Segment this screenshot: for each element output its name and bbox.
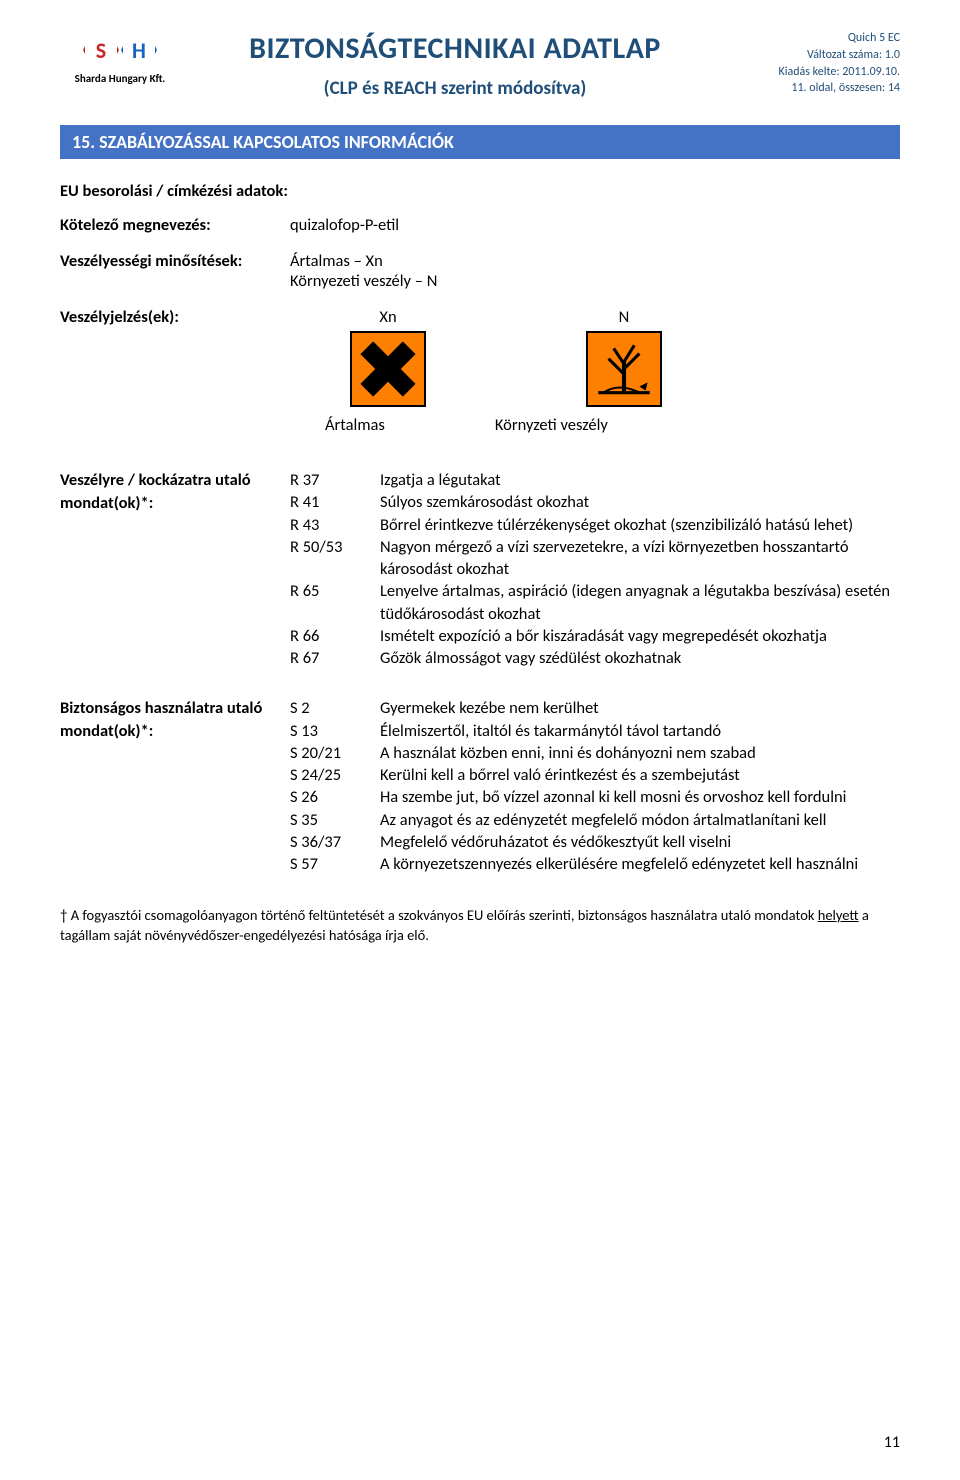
s-phrase-row: S 20/21A használat közben enni, inni és … [290, 742, 900, 764]
r-phrase-code: R 66 [290, 625, 380, 647]
s-phrase-code: S 13 [290, 720, 380, 742]
s-phrase-text: Ha szembe jut, bő vízzel azonnal ki kell… [380, 786, 900, 808]
r-phrase-text: Izgatja a légutakat [380, 469, 900, 491]
meta-version: Változat száma: 1.0 [730, 47, 900, 64]
s-phrase-code: S 36/37 [290, 831, 380, 853]
meta-page: 11. oldal, összesen: 14 [730, 80, 900, 97]
r-phrase-code: R 67 [290, 647, 380, 669]
s-phrase-text: Kerülni kell a bőrrel való érintkezést é… [380, 764, 900, 786]
sub-title: (CLP és REACH szerint módosítva) [200, 77, 710, 100]
hazard-code-n: N [586, 307, 662, 327]
s-phrase-code: S 2 [290, 697, 380, 719]
r-phrase-row: R 50/53Nagyon mérgező a vízi szervezetek… [290, 536, 900, 581]
row-mandatory-name: Kötelező megnevezés: quizalofop-P-etil [60, 215, 900, 235]
s-phrase-code: S 35 [290, 809, 380, 831]
r-phrase-code: R 37 [290, 469, 380, 491]
hazard-symbol-n: N [586, 307, 662, 407]
r-phrase-text: Nagyon mérgező a vízi szervezetekre, a v… [380, 536, 900, 581]
hazard-code-xn: Xn [350, 307, 426, 327]
r-phrase-text: Lenyelve ártalmas, aspiráció (idegen any… [380, 580, 900, 625]
label-mandatory-name: Kötelező megnevezés: [60, 215, 290, 235]
r-phrase-row: R 43Bőrrel érintkezve túlérzékenységet o… [290, 514, 900, 536]
header-meta: Quich 5 EC Változat száma: 1.0 Kiadás ke… [730, 30, 900, 97]
row-hazard-symbols: Veszélyjelzés(ek): Xn N [60, 307, 900, 453]
s-phrase-text: Élelmiszertől, italtól és takarmánytól t… [380, 720, 900, 742]
env-hazard-icon [586, 331, 662, 407]
s-phrase-row: S 24/25Kerülni kell a bőrrel való érintk… [290, 764, 900, 786]
label-hazard-symbols: Veszélyjelzés(ek): [60, 307, 290, 327]
r-phrase-code: R 65 [290, 580, 380, 625]
value-hazard-classifications: Ártalmas – Xn Környezeti veszély – N [290, 251, 900, 291]
logo-company-name: Sharda Hungary Kft. [60, 72, 180, 85]
r-phrase-row: R 67Gőzök álmosságot vagy szédülést okoz… [290, 647, 900, 669]
r-phrase-code: R 50/53 [290, 536, 380, 581]
s-phrase-code: S 26 [290, 786, 380, 808]
s-phrases-block: Biztonságos használatra utaló mondat(ok)… [60, 697, 900, 875]
footer-underlined: helyett [818, 906, 859, 924]
s-phrase-row: S 36/37Megfelelő védőruházatot és védőke… [290, 831, 900, 853]
main-title: BIZTONSÁGTECHNIKAI ADATLAP [200, 30, 710, 67]
s-phrase-text: Az anyagot és az edényzetét megfelelő mó… [380, 809, 900, 831]
r-phrase-text: Bőrrel érintkezve túlérzékenységet okozh… [380, 514, 900, 536]
s-phrase-text: Megfelelő védőruházatot és védőkesztyűt … [380, 831, 900, 853]
r-phrase-code: R 43 [290, 514, 380, 536]
r-phrases-block: Veszélyre / kockázatra utaló mondat(ok)*… [60, 469, 900, 669]
s-phrase-text: A használat közben enni, inni és dohányo… [380, 742, 900, 764]
s-phrase-row: S 57A környezetszennyezés elkerülésére m… [290, 853, 900, 875]
hazard-caption-n: Környzeti veszély [495, 415, 608, 435]
logo-hex-h: H [121, 30, 157, 70]
section-15-bar: 15. SZABÁLYOZÁSSAL KAPCSOLATOS INFORMÁCI… [60, 125, 900, 159]
r-phrase-row: R 66Ismételt expozíció a bőr kiszáradásá… [290, 625, 900, 647]
meta-issue: Kiadás kelte: 2011.09.10. [730, 64, 900, 81]
s-phrases-label: Biztonságos használatra utaló mondat(ok)… [60, 697, 290, 875]
r-phrase-row: R 37Izgatja a légutakat [290, 469, 900, 491]
s-phrase-row: S 13Élelmiszertől, italtól és takarmányt… [290, 720, 900, 742]
document-header: S H Sharda Hungary Kft. BIZTONSÁGTECHNIK… [60, 30, 900, 100]
r-phrase-code: R 41 [290, 491, 380, 513]
meta-product: Quich 5 EC [730, 30, 900, 47]
logo-hex-s: S [83, 30, 119, 70]
s-phrase-text: Gyermekek kezébe nem kerülhet [380, 697, 900, 719]
page-number: 11 [884, 1433, 900, 1452]
footer-note: † A fogyasztói csomagolóanyagon történő … [60, 906, 900, 946]
harmful-x-icon [350, 331, 426, 407]
r-phrase-row: R 65Lenyelve ártalmas, aspiráció (idegen… [290, 580, 900, 625]
r-phrase-text: Ismételt expozíció a bőr kiszáradását va… [380, 625, 900, 647]
label-hazard-classifications: Veszélyességi minősítések: [60, 251, 290, 291]
r-phrase-text: Gőzök álmosságot vagy szédülést okozhatn… [380, 647, 900, 669]
s-phrase-row: S 35Az anyagot és az edényzetét megfelel… [290, 809, 900, 831]
classification-heading: EU besorolási / címkézési adatok: [60, 181, 900, 201]
s-phrase-code: S 57 [290, 853, 380, 875]
s-phrase-text: A környezetszennyezés elkerülésére megfe… [380, 853, 900, 875]
r-phrase-text: Súlyos szemkárosodást okozhat [380, 491, 900, 513]
s-phrase-code: S 20/21 [290, 742, 380, 764]
hazard-symbol-xn: Xn [350, 307, 426, 407]
value-mandatory-name: quizalofop-P-etil [290, 215, 900, 235]
hazard-caption-xn: Ártalmas [325, 415, 385, 435]
r-phrase-row: R 41Súlyos szemkárosodást okozhat [290, 491, 900, 513]
company-logo: S H Sharda Hungary Kft. [60, 30, 180, 85]
footer-text-1: A fogyasztói csomagolóanyagon történő fe… [67, 906, 817, 924]
row-hazard-classifications: Veszélyességi minősítések: Ártalmas – Xn… [60, 251, 900, 291]
s-phrase-code: S 24/25 [290, 764, 380, 786]
r-phrases-label: Veszélyre / kockázatra utaló mondat(ok)*… [60, 469, 290, 669]
s-phrase-row: S 2Gyermekek kezébe nem kerülhet [290, 697, 900, 719]
s-phrase-row: S 26Ha szembe jut, bő vízzel azonnal ki … [290, 786, 900, 808]
